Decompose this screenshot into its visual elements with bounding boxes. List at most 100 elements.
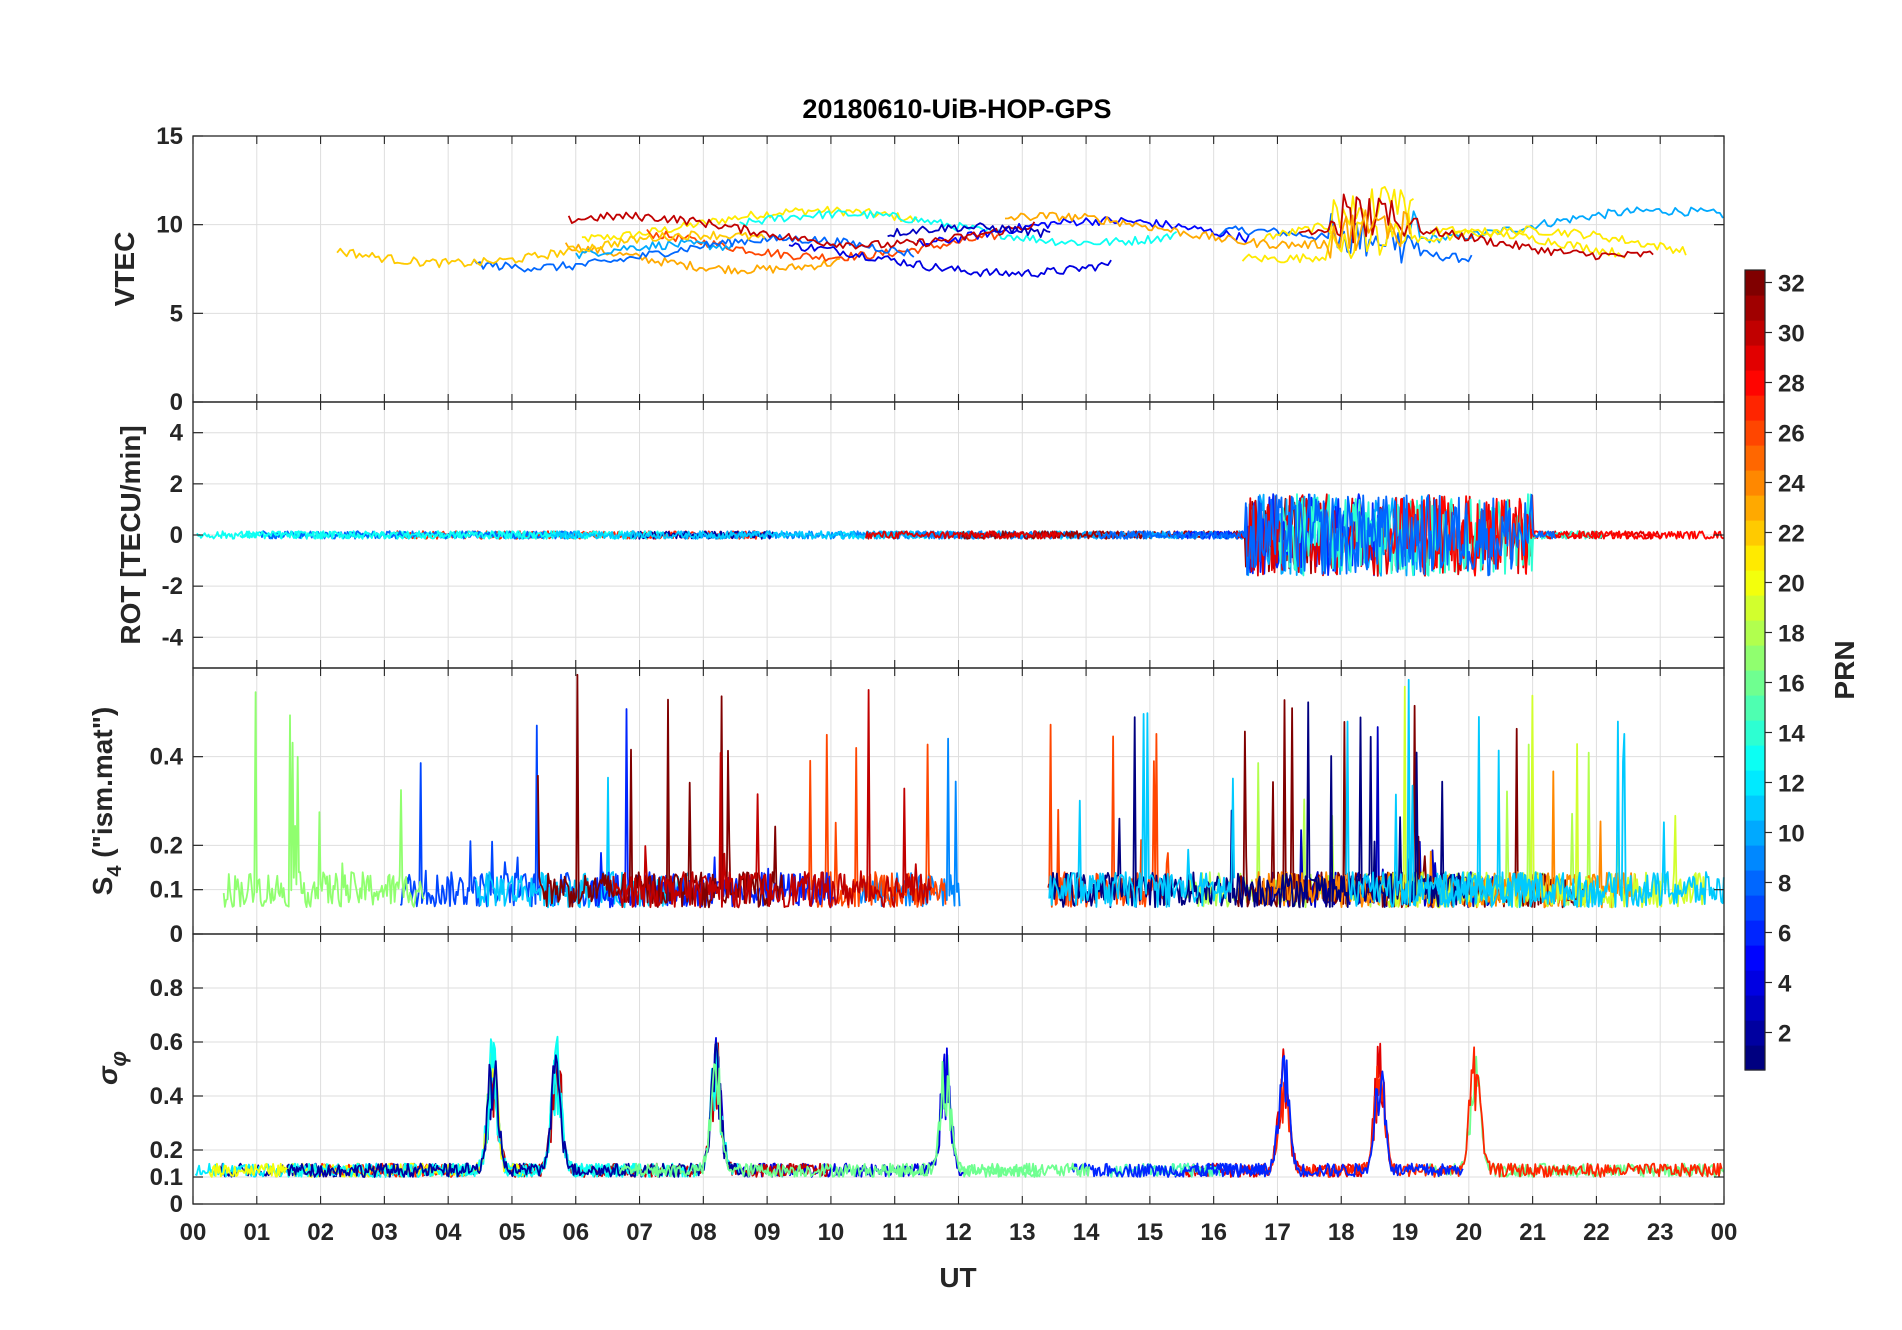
x-tick-label: 18 (1328, 1219, 1355, 1246)
colorbar-segment (1745, 520, 1765, 546)
colorbar-segment (1745, 395, 1765, 421)
colorbar-segment (1745, 570, 1765, 596)
colorbar-segment (1745, 895, 1765, 921)
x-tick-label: 17 (1264, 1219, 1291, 1246)
colorbar-segment (1745, 595, 1765, 621)
sigma-phi-traces (194, 1035, 1725, 1178)
colorbar-segment (1745, 445, 1765, 471)
colorbar-segment (1745, 345, 1765, 371)
s4-traces (222, 673, 1725, 909)
colorbar-frame (1744, 269, 1766, 1071)
colorbar-tick-label: 6 (1778, 921, 1791, 948)
sigma-phi-ylabel: σφ (92, 1051, 131, 1085)
colorbar-segment (1745, 695, 1765, 721)
colorbar-tick-label: 22 (1778, 521, 1805, 548)
sigma-phi-ylabel-main: σ (92, 1065, 123, 1085)
colorbar-segment (1745, 495, 1765, 521)
vtec-trace-prn-13 (739, 209, 1178, 247)
x-tick-label: 06 (562, 1219, 589, 1246)
rot-ytick-label: 4 (170, 420, 184, 447)
colorbar-segments (1745, 270, 1765, 1071)
vtec-trace-prn-3 (887, 222, 1051, 239)
rot-trace-prn-8 (1096, 493, 1557, 577)
sig-trace-prn-16 (618, 1060, 1091, 1178)
x-tick-label: 21 (1519, 1219, 1546, 1246)
colorbar-segment (1745, 545, 1765, 571)
colorbar-tick-label: 26 (1778, 421, 1805, 448)
s4-ylabel: S4 ("ism.mat") (87, 707, 126, 896)
x-tick-label: 23 (1647, 1219, 1674, 1246)
x-tick-label: 07 (626, 1219, 653, 1246)
colorbar-segment (1745, 745, 1765, 771)
x-tick-label: 00 (180, 1219, 207, 1246)
colorbar-segment (1745, 670, 1765, 696)
x-tick-label: 22 (1583, 1219, 1610, 1246)
x-tick-label: 08 (690, 1219, 717, 1246)
colorbar-segment (1745, 420, 1765, 446)
colorbar-segment (1745, 970, 1765, 996)
rot-ytick-label: -2 (162, 573, 183, 600)
s4-trace-prn-30 (612, 689, 932, 909)
colorbar-segment (1745, 870, 1765, 896)
x-tick-label: 13 (1009, 1219, 1036, 1246)
s4-ylabel-main: S (87, 877, 118, 896)
rot-y-ticks: -4 -2 0 2 4 (162, 420, 1724, 651)
colorbar-tick-label: 12 (1778, 771, 1805, 798)
colorbar-tick-label: 18 (1778, 621, 1805, 648)
x-tick-label: 01 (243, 1219, 270, 1246)
colorbar-segment (1745, 820, 1765, 846)
vtec-ytick-label: 5 (170, 300, 183, 327)
vtec-trace-prn-22 (336, 230, 766, 269)
rot-traces (196, 493, 1725, 577)
colorbar-segment (1745, 995, 1765, 1021)
colorbar-tick-label: 32 (1778, 271, 1805, 298)
sig-ytick-label: 0.6 (150, 1029, 183, 1056)
vtec-ytick-label: 15 (156, 123, 183, 150)
rot-trace-prn-29 (865, 530, 1062, 540)
vtec-ytick-label: 10 (156, 212, 183, 239)
s4-ytick-label: 0.1 (150, 877, 183, 904)
vtec-trace-prn-23 (564, 242, 841, 275)
x-axis-ticks: 00 01 02 03 04 05 06 07 08 09 10 11 12 13 14 15 16 17 18 19… (180, 1219, 1738, 1246)
colorbar-segment (1745, 645, 1765, 671)
vtec-traces (336, 185, 1724, 278)
sig-trace-prn-16 (1423, 1055, 1725, 1178)
colorbar-label: PRN (1829, 640, 1860, 699)
s4-y-ticks: 0 0.1 0.2 0.4 (150, 744, 1724, 948)
s4-trace-prn-17 (222, 691, 425, 908)
rot-panel: -4 -2 0 2 4 ROT [TECU/min] (115, 401, 1725, 669)
rot-trace-prn-11 (550, 530, 917, 540)
sigma-phi-y-ticks: 00.10.2 0.4 0.6 0.8 (150, 975, 1724, 1218)
colorbar-tick-label: 10 (1778, 821, 1805, 848)
s4-trace-prn-11 (1048, 712, 1236, 908)
sig-trace-prn-6 (1071, 1055, 1464, 1178)
x-tick-label: 10 (818, 1219, 845, 1246)
colorbar-segment (1745, 295, 1765, 321)
vtec-trace-prn-30 (1298, 193, 1654, 261)
x-axis-label: UT (939, 1262, 976, 1293)
x-tick-label: 15 (1137, 1219, 1164, 1246)
s4-trace-prn-1 (1048, 701, 1466, 909)
sig-ytick-label: 0 (170, 1191, 183, 1218)
x-tick-label: 05 (499, 1219, 526, 1246)
s4-panel: 0 0.1 0.2 0.4 S4 ("ism.mat") (87, 667, 1725, 948)
vtec-trace-prn-21 (1262, 185, 1415, 242)
colorbar-tick-label: 2 (1778, 1021, 1791, 1048)
x-tick-label: 19 (1392, 1219, 1419, 1246)
x-tick-label: 09 (754, 1219, 781, 1246)
s4-ytick-label: 0.2 (150, 832, 183, 859)
vtec-ylabel: VTEC (109, 232, 140, 307)
vtec-ytick-label: 0 (170, 389, 183, 416)
sig-ytick-label: 0.4 (150, 1083, 184, 1110)
colorbar-tick-label: 16 (1778, 671, 1805, 698)
colorbar-tick-label: 14 (1778, 721, 1805, 748)
colorbar-tick-label: 4 (1778, 971, 1792, 998)
colorbar-segment (1745, 1020, 1765, 1046)
vtec-trace-prn-30 (567, 211, 1036, 250)
colorbar-segment (1745, 370, 1765, 396)
colorbar-tick-label: 24 (1778, 471, 1805, 498)
colorbar-segment (1745, 945, 1765, 971)
